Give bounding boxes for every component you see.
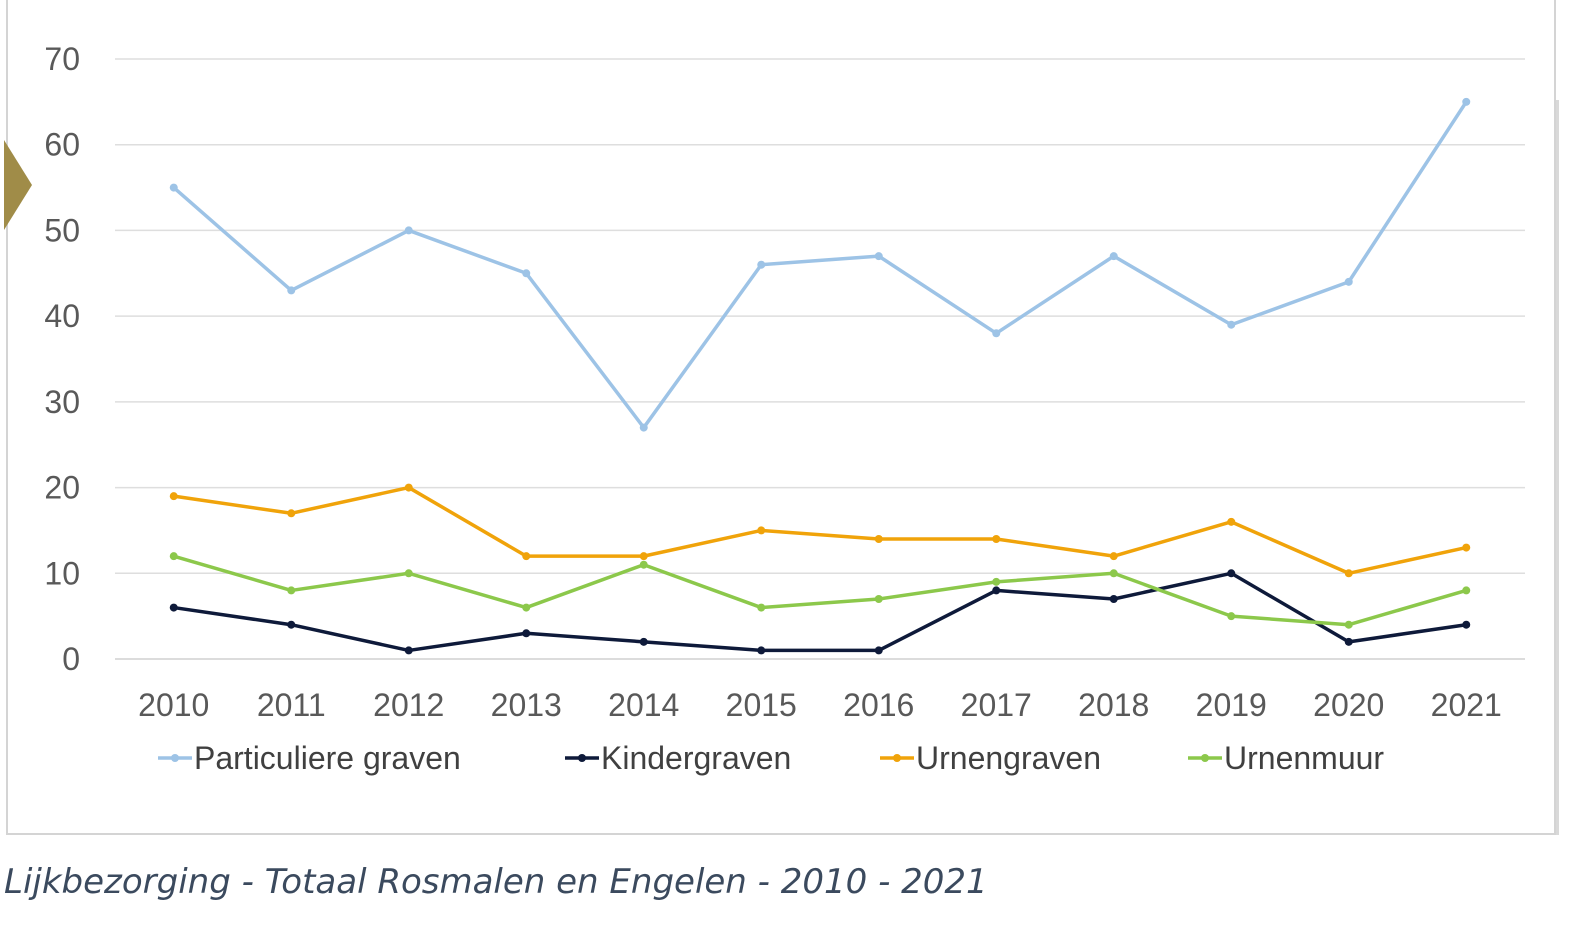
data-point <box>639 560 648 569</box>
data-point <box>992 577 1001 586</box>
chart-caption: Lijkbezorging - Totaal Rosmalen en Engel… <box>4 862 988 902</box>
x-tick-label: 2011 <box>257 687 326 723</box>
legend-item: Particuliere graven <box>158 740 461 776</box>
legend-item: Urnengraven <box>880 740 1101 776</box>
data-point <box>1109 252 1118 261</box>
y-tick-label: 30 <box>44 384 80 420</box>
data-point <box>1227 569 1236 578</box>
series-particuliere-graven <box>169 97 1471 432</box>
series-line <box>173 571 1467 653</box>
data-point <box>1462 620 1471 629</box>
legend-swatch-marker <box>171 754 179 762</box>
series-urnenmuur <box>169 552 1471 629</box>
data-point <box>1344 569 1353 578</box>
data-point <box>169 492 178 501</box>
legend-swatch-marker <box>578 754 586 762</box>
chevron-marker-icon <box>4 140 32 230</box>
y-tick-label: 20 <box>44 470 80 506</box>
data-point <box>169 603 178 612</box>
data-point <box>1227 612 1236 621</box>
data-point <box>1462 543 1471 552</box>
legend-item: Kindergraven <box>565 740 791 776</box>
data-point <box>757 646 766 655</box>
data-point <box>1344 277 1353 286</box>
data-point <box>404 226 413 235</box>
frame-edge <box>1556 100 1559 835</box>
series-urnengraven <box>169 483 1471 578</box>
legend-label: Kindergraven <box>601 740 791 776</box>
data-point <box>639 552 648 561</box>
legend-label: Urnengraven <box>916 740 1101 776</box>
data-point <box>757 526 766 535</box>
data-point <box>522 552 531 561</box>
data-point <box>1462 586 1471 595</box>
data-point <box>1109 569 1118 578</box>
x-axis-ticks: 2010 2011 2012 2013 2014 2015 2016 2017 2018 2019… <box>138 687 1502 723</box>
y-tick-label: 40 <box>44 298 80 334</box>
x-tick-label: 2012 <box>373 687 444 723</box>
x-tick-label: 2014 <box>608 687 679 723</box>
y-axis-ticks: 0 10 20 30 40 50 60 70 <box>44 41 80 677</box>
data-point <box>522 603 531 612</box>
data-point <box>404 483 413 492</box>
data-point <box>639 423 648 432</box>
data-point <box>287 586 296 595</box>
y-tick-label: 50 <box>44 212 80 248</box>
data-point <box>287 286 296 295</box>
legend: Particuliere graven Kindergraven Urnengrav… <box>158 740 1384 776</box>
legend-swatch-marker <box>1201 754 1209 762</box>
data-point <box>287 620 296 629</box>
data-point <box>522 269 531 278</box>
data-point <box>992 535 1001 543</box>
data-point <box>874 646 883 655</box>
data-point <box>404 646 413 655</box>
data-point <box>1344 620 1353 629</box>
series-lines <box>169 97 1471 655</box>
data-point <box>874 535 883 543</box>
legend-label: Particuliere graven <box>194 740 461 776</box>
x-tick-label: 2021 <box>1431 687 1502 723</box>
data-point <box>1109 595 1118 603</box>
data-point <box>992 586 1001 595</box>
legend-item: Urnenmuur <box>1188 740 1384 776</box>
series-line <box>173 485 1467 576</box>
data-point <box>874 595 883 603</box>
gridlines <box>115 58 1525 660</box>
x-tick-label: 2013 <box>491 687 562 723</box>
data-point <box>169 552 178 561</box>
data-point <box>639 637 648 646</box>
x-tick-label: 2015 <box>726 687 797 723</box>
x-tick-label: 2018 <box>1078 687 1149 723</box>
x-tick-label: 2020 <box>1313 687 1384 723</box>
x-tick-label: 2010 <box>138 687 209 723</box>
x-tick-label: 2019 <box>1196 687 1267 723</box>
data-point <box>404 569 413 578</box>
data-point <box>522 629 531 638</box>
data-point <box>1462 97 1471 106</box>
x-tick-label: 2017 <box>961 687 1032 723</box>
data-point <box>874 252 883 261</box>
data-point <box>169 183 178 192</box>
line-chart: 0 10 20 30 40 50 60 70 2010 2011 2012 2013 2014 2015… <box>44 41 1525 776</box>
series-line <box>173 554 1467 627</box>
chart-frame <box>6 0 1556 835</box>
y-tick-label: 60 <box>44 127 80 163</box>
data-point <box>757 260 766 269</box>
legend-label: Urnenmuur <box>1224 740 1384 776</box>
y-tick-label: 0 <box>62 641 80 677</box>
data-point <box>992 329 1001 338</box>
data-point <box>757 603 766 612</box>
y-tick-label: 70 <box>44 41 80 77</box>
data-point <box>1109 552 1118 561</box>
data-point <box>1227 320 1236 329</box>
data-point <box>1344 637 1353 646</box>
series-kindergraven <box>169 569 1471 655</box>
y-tick-label: 10 <box>44 555 80 591</box>
series-line <box>172 100 1468 430</box>
data-point <box>287 509 296 518</box>
x-tick-label: 2016 <box>843 687 914 723</box>
data-point <box>1227 517 1236 526</box>
legend-swatch-marker <box>893 754 901 762</box>
